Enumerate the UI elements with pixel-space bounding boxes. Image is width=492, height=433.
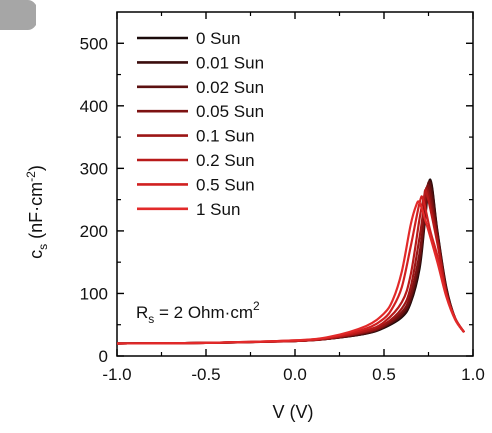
legend-label: 0.5 Sun bbox=[196, 175, 255, 194]
y-tick-label: 0 bbox=[99, 347, 108, 366]
legend-label: 0.01 Sun bbox=[196, 53, 264, 72]
x-tick-label: -0.5 bbox=[191, 365, 220, 384]
x-tick-label: 0.0 bbox=[283, 365, 307, 384]
x-axis-title: V (V) bbox=[272, 402, 313, 422]
y-tick-label: 500 bbox=[80, 34, 108, 53]
series-resistance-annotation: Rs = 2 Ohm·cm2 bbox=[136, 299, 260, 326]
y-tick-label: 200 bbox=[80, 222, 108, 241]
y-axis-title: cs (nF·cm-2) bbox=[24, 165, 50, 259]
y-tick-label: 100 bbox=[80, 284, 108, 303]
legend-label: 0 Sun bbox=[196, 29, 240, 48]
panel-label-tab-notch bbox=[28, 0, 39, 30]
plot-area: -1.0 -0.5 0.0 0.5 1.0 0 100 200 300 400 500 0 Sun 0.… bbox=[80, 11, 485, 384]
y-tick-label: 300 bbox=[80, 159, 108, 178]
x-tick-label: 0.5 bbox=[372, 365, 396, 384]
panel-label-tab bbox=[0, 0, 36, 30]
series-line-8 bbox=[116, 200, 465, 345]
legend-label: 0.02 Sun bbox=[196, 78, 264, 97]
legend-label: 0.2 Sun bbox=[196, 151, 255, 170]
y-tick-label: 400 bbox=[80, 97, 108, 116]
legend-label: 0.1 Sun bbox=[196, 127, 255, 146]
x-tick-label: -1.0 bbox=[102, 365, 131, 384]
legend-label: 0.05 Sun bbox=[196, 102, 264, 121]
legend-label: 1 Sun bbox=[196, 200, 240, 219]
x-tick-label: 1.0 bbox=[461, 365, 485, 384]
